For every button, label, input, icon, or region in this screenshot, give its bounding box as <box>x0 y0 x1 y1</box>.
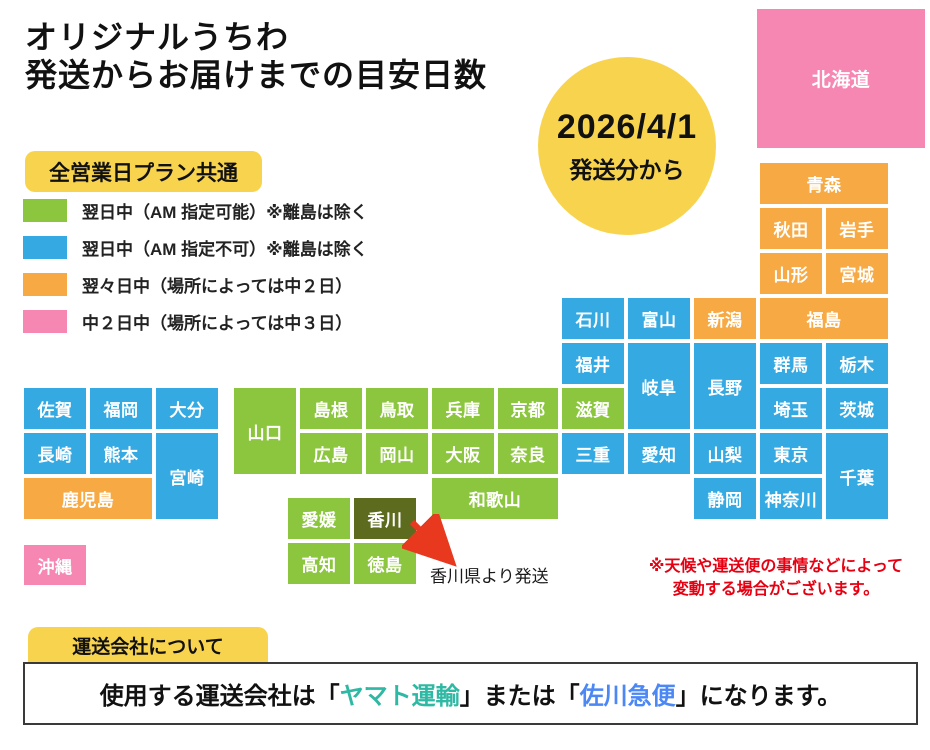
ship-date: 2026/4/1 <box>556 107 698 146</box>
prefecture-cell: 滋賀 <box>562 388 624 429</box>
carrier-yamato: ヤマト運輸 <box>339 683 460 710</box>
prefecture-cell: 岐阜 <box>628 343 690 429</box>
prefecture-cell: 栃木 <box>826 343 888 384</box>
prefecture-cell: 石川 <box>562 298 624 339</box>
prefecture-cell: 青森 <box>760 163 888 204</box>
legend-swatch-orange <box>23 273 67 296</box>
prefecture-cell: 埼玉 <box>760 388 822 429</box>
prefecture-cell: 兵庫 <box>432 388 494 429</box>
prefecture-cell: 秋田 <box>760 208 822 249</box>
legend-label: 翌々日中（場所によっては中２日） <box>82 277 353 296</box>
prefecture-cell: 三重 <box>562 433 624 474</box>
prefecture-cell: 岩手 <box>826 208 888 249</box>
legend-item: 翌々日中（場所によっては中２日） <box>23 273 453 296</box>
weather-disclaimer: ※天候や運送便の事情などによって 変動する場合がございます。 <box>628 555 924 601</box>
legend-label: 中２日中（場所によっては中３日） <box>82 314 353 333</box>
legend-swatch-blue <box>23 236 67 259</box>
prefecture-cell: 島根 <box>300 388 362 429</box>
prefecture-cell: 茨城 <box>826 388 888 429</box>
legend: 翌日中（AM 指定可能）※離島は除く 翌日中（AM 指定不可）※離島は除く 翌々日中… <box>23 199 453 347</box>
legend-swatch-pink <box>23 310 67 333</box>
legend-item: 中２日中（場所によっては中３日） <box>23 310 453 333</box>
carrier-note-part2: 」または「 <box>459 683 580 710</box>
page-title: オリジナルうちわ 発送からお届けまでの目安日数 <box>25 18 487 94</box>
prefecture-cell: 広島 <box>300 433 362 474</box>
prefecture-cell: 高知 <box>288 543 350 584</box>
carrier-sagawa: 佐川急便 <box>579 683 676 710</box>
prefecture-cell: 長崎 <box>24 433 86 474</box>
prefecture-cell: 宮崎 <box>156 433 218 519</box>
page-title-line2: 発送からお届けまでの目安日数 <box>25 57 488 93</box>
carrier-note-part1: 使用する運送会社は「 <box>99 683 340 710</box>
carrier-section-badge: 運送会社について <box>28 627 268 663</box>
prefecture-cell: 大阪 <box>432 433 494 474</box>
prefecture-cell: 宮城 <box>826 253 888 294</box>
origin-arrow-icon <box>402 514 457 567</box>
prefecture-cell: 佐賀 <box>24 388 86 429</box>
prefecture-cell: 京都 <box>498 388 558 429</box>
weather-disclaimer-line1: ※天候や運送便の事情などによって <box>648 558 904 575</box>
prefecture-cell: 富山 <box>628 298 690 339</box>
prefecture-cell: 鹿児島 <box>24 478 152 519</box>
prefecture-cell: 鳥取 <box>366 388 428 429</box>
weather-disclaimer-line2: 変動する場合がございます。 <box>672 581 880 598</box>
prefecture-cell: 東京 <box>760 433 822 474</box>
prefecture-cell: 愛知 <box>628 433 690 474</box>
prefecture-cell: 福岡 <box>90 388 152 429</box>
origin-note: 香川県より発送 <box>430 567 549 586</box>
ship-date-caption: 発送分から <box>569 156 685 183</box>
prefecture-cell: 岡山 <box>366 433 428 474</box>
prefecture-cell: 沖縄 <box>24 545 86 585</box>
prefecture-cell: 熊本 <box>90 433 152 474</box>
legend-item: 翌日中（AM 指定不可）※離島は除く <box>23 236 453 259</box>
prefecture-cell: 山梨 <box>694 433 756 474</box>
prefecture-cell: 大分 <box>156 388 218 429</box>
prefecture-cell: 静岡 <box>694 478 756 519</box>
page-title-line1: オリジナルうちわ <box>25 19 290 55</box>
prefecture-cell: 山口 <box>234 388 296 474</box>
prefecture-cell: 和歌山 <box>432 478 558 519</box>
prefecture-cell: 北海道 <box>757 9 925 148</box>
prefecture-cell: 神奈川 <box>760 478 822 519</box>
plan-badge: 全営業日プラン共通 <box>25 151 262 192</box>
prefecture-cell: 山形 <box>760 253 822 294</box>
carrier-note: 使用する運送会社は「 ヤマト運輸 」または「 佐川急便 」になります。 <box>23 662 918 725</box>
prefecture-cell: 福井 <box>562 343 624 384</box>
prefecture-cell: 群馬 <box>760 343 822 384</box>
prefecture-cell: 愛媛 <box>288 498 350 539</box>
prefecture-cell: 新潟 <box>694 298 756 339</box>
legend-swatch-green <box>23 199 67 222</box>
carrier-note-part3: 」になります。 <box>675 683 842 710</box>
legend-label: 翌日中（AM 指定不可）※離島は除く <box>82 240 368 259</box>
prefecture-cell: 千葉 <box>826 433 888 519</box>
ship-date-badge: 2026/4/1 発送分から <box>538 57 716 235</box>
prefecture-cell: 長野 <box>694 343 756 429</box>
legend-label: 翌日中（AM 指定可能）※離島は除く <box>82 203 368 222</box>
prefecture-cell: 奈良 <box>498 433 558 474</box>
prefecture-cell: 福島 <box>760 298 888 339</box>
legend-item: 翌日中（AM 指定可能）※離島は除く <box>23 199 453 222</box>
